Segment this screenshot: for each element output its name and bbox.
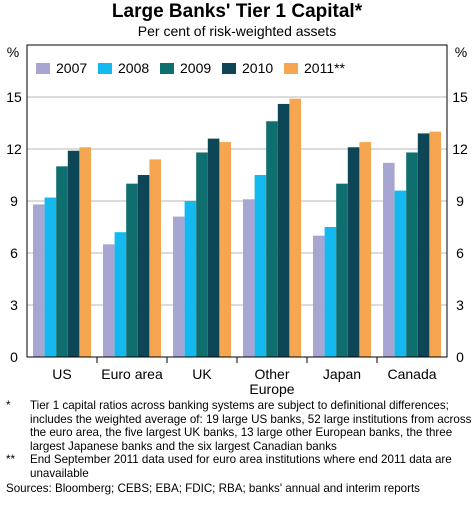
x-tick-label: Japan [323,366,361,382]
y-tick-label-left: 0 [10,349,18,365]
footnote-2-text: End September 2011 data used for euro ar… [30,453,452,480]
bar [79,147,91,357]
y-axis-right: 0 3 6 9 12 15 [452,89,468,365]
footnote-1: * Tier 1 capital ratios across banking s… [6,399,472,453]
bar [324,227,337,357]
bar [219,142,231,357]
y-tick-label-right: 0 [456,349,464,365]
bar [429,131,441,357]
bar [254,175,267,357]
legend-label: 2008 [118,60,149,76]
y-unit-left: % [7,44,19,60]
legend-swatch [36,63,50,74]
bars [33,98,441,358]
footnotes: * Tier 1 capital ratios across banking s… [6,399,472,495]
bar [359,142,371,357]
y-tick-label-left: 6 [10,245,18,261]
bar [67,150,80,357]
footnote-1-text: Tier 1 capital ratios across banking sys… [30,399,472,453]
legend-swatch [98,63,112,74]
x-tick-label: Europe [249,381,294,397]
x-tick-label: UK [192,366,212,382]
bar [394,190,407,357]
legend-swatch [222,63,236,74]
y-unit-right: % [455,44,467,60]
bar [336,183,348,357]
bar [289,98,301,357]
bar [383,162,395,357]
gridlines [27,96,447,306]
legend-label: 2010 [242,60,273,76]
legend-label: 2011** [304,60,346,76]
x-tick-label: US [52,366,71,382]
bar [266,121,278,358]
y-tick-label-left: 3 [10,297,18,313]
bar [347,147,360,357]
bar [56,166,68,357]
legend-swatch [160,63,174,74]
bar [196,152,208,357]
y-tick-label-right: 3 [456,297,464,313]
bar [137,175,150,357]
bar [103,244,115,357]
legend-label: 2007 [56,60,87,76]
footnote-1-mark: * [6,399,11,412]
bar [406,152,418,357]
bar [313,235,325,357]
y-tick-label-right: 12 [452,141,468,157]
bar-chart: 0 3 6 9 12 15 0 3 6 9 12 15 % % US Euro area UK Other… [6,44,468,397]
bar [126,183,138,357]
y-tick-label-left: 15 [6,89,22,105]
chart-subtitle: Per cent of risk-weighted assets [137,23,337,39]
bar [44,197,57,357]
bar [173,216,185,357]
bar [277,103,290,357]
y-tick-label-right: 9 [456,193,464,209]
bar [33,204,45,357]
legend-swatch [284,63,298,74]
footnote-2-mark: ** [6,453,16,467]
bar [149,159,161,357]
bar [114,232,127,357]
x-tick-label: Canada [387,366,436,382]
footnote-2: ** End September 2011 data used for euro… [6,453,472,480]
x-tick-label: Euro area [101,366,163,382]
bar [207,138,220,357]
legend-label: 2009 [180,60,211,76]
axis-ticks [96,357,378,363]
sources: Sources: Bloomberg; CEBS; EBA; FDIC; RBA… [6,481,420,495]
y-tick-label-right: 6 [456,245,464,261]
y-axis-left: 0 3 6 9 12 15 [6,89,22,365]
y-tick-label-left: 12 [6,141,22,157]
chart-title: Large Banks' Tier 1 Capital* [111,1,363,22]
bar [417,133,430,357]
legend: 2007 2008 2009 2010 2011** [36,60,346,76]
y-tick-label-left: 9 [10,193,18,209]
bar [243,199,255,357]
bar [184,201,197,357]
y-tick-label-right: 15 [452,89,468,105]
x-tick-label: Other [254,366,289,382]
